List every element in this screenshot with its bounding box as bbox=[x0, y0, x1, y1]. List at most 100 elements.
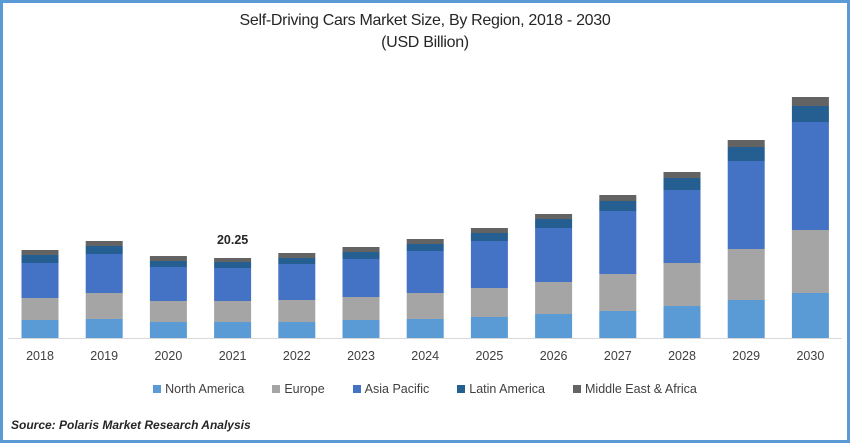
bar-segment-2021-asia-pacific bbox=[214, 268, 252, 301]
bar-segment-2021-middle-east-africa bbox=[214, 258, 252, 262]
chart-title-block: Self-Driving Cars Market Size, By Region… bbox=[0, 10, 850, 54]
legend: North America Europe Asia Pacific Latin Ame… bbox=[0, 382, 850, 396]
bars-group bbox=[21, 97, 829, 338]
bar-segment-2023-middle-east-africa bbox=[342, 247, 380, 252]
x-tick-label: 2027 bbox=[604, 349, 632, 363]
bar-segment-2028-middle-east-africa bbox=[663, 172, 701, 178]
bar-segment-2025-north-america bbox=[470, 317, 508, 338]
bar-segment-2026-north-america bbox=[535, 314, 573, 338]
legend-item: Middle East & Africa bbox=[573, 382, 697, 396]
x-tick-label: 2022 bbox=[283, 349, 311, 363]
legend-swatch bbox=[457, 385, 466, 393]
bar-segment-2025-europe bbox=[470, 288, 508, 317]
bar-segment-2024-middle-east-africa bbox=[406, 239, 444, 244]
bar-segment-2020-europe bbox=[149, 301, 187, 322]
data-label: 20.25 bbox=[217, 233, 248, 247]
bar-segment-2021-latin-america bbox=[214, 262, 252, 268]
bar-segment-2028-asia-pacific bbox=[663, 190, 701, 263]
bar-segment-2018-latin-america bbox=[21, 255, 59, 263]
bar-segment-2029-north-america bbox=[727, 300, 765, 338]
source-note: Source: Polaris Market Research Analysis bbox=[11, 418, 251, 432]
bar-segment-2027-north-america bbox=[599, 311, 637, 338]
bar-segment-2020-asia-pacific bbox=[149, 267, 187, 301]
bar-segment-2029-europe bbox=[727, 249, 765, 300]
bar-segment-2026-middle-east-africa bbox=[535, 214, 573, 219]
bar-segment-2024-latin-america bbox=[406, 244, 444, 251]
legend-item: North America bbox=[153, 382, 244, 396]
legend-label: Asia Pacific bbox=[364, 382, 430, 396]
bar-segment-2030-latin-america bbox=[791, 106, 829, 122]
bar-segment-2023-latin-america bbox=[342, 252, 380, 259]
bar-segment-2022-middle-east-africa bbox=[278, 253, 316, 258]
bar-segment-2026-europe bbox=[535, 282, 573, 314]
x-tick-label: 2025 bbox=[475, 349, 503, 363]
bar-segment-2030-europe bbox=[791, 230, 829, 293]
x-tick-label: 2024 bbox=[411, 349, 439, 363]
bar-segment-2021-north-america bbox=[214, 322, 252, 338]
legend-item: Latin America bbox=[457, 382, 545, 396]
x-tick-label: 2018 bbox=[26, 349, 54, 363]
legend-label: Middle East & Africa bbox=[585, 382, 697, 396]
bar-segment-2027-europe bbox=[599, 274, 637, 311]
bar-segment-2022-europe bbox=[278, 300, 316, 322]
bar-segment-2018-north-america bbox=[21, 320, 59, 338]
bar-segment-2030-middle-east-africa bbox=[791, 97, 829, 106]
bar-segment-2018-middle-east-africa bbox=[21, 250, 59, 255]
bar-segment-2019-asia-pacific bbox=[85, 254, 123, 293]
bar-segment-2025-latin-america bbox=[470, 233, 508, 241]
x-tick-label: 2026 bbox=[540, 349, 568, 363]
bar-segment-2022-asia-pacific bbox=[278, 264, 316, 300]
legend-swatch bbox=[573, 385, 581, 393]
bar-segment-2022-north-america bbox=[278, 322, 316, 338]
bar-segment-2028-north-america bbox=[663, 306, 701, 338]
bar-segment-2027-asia-pacific bbox=[599, 211, 637, 274]
bar-segment-2020-latin-america bbox=[149, 261, 187, 267]
bar-segment-2018-asia-pacific bbox=[21, 263, 59, 298]
legend-label: Latin America bbox=[469, 382, 545, 396]
x-tick-labels: 2018 2019 2020 2021 2022 2023 2024 2025 2026 2027… bbox=[26, 349, 824, 363]
bar-segment-2026-asia-pacific bbox=[535, 228, 573, 282]
bar-segment-2029-middle-east-africa bbox=[727, 140, 765, 147]
bar-segment-2025-middle-east-africa bbox=[470, 228, 508, 233]
bar-segment-2019-middle-east-africa bbox=[85, 241, 123, 246]
x-tick-label: 2021 bbox=[219, 349, 247, 363]
bar-segment-2023-europe bbox=[342, 297, 380, 320]
bar-segment-2027-middle-east-africa bbox=[599, 195, 637, 201]
bar-segment-2023-asia-pacific bbox=[342, 259, 380, 297]
bar-segment-2029-asia-pacific bbox=[727, 161, 765, 249]
bar-segment-2020-north-america bbox=[149, 322, 187, 338]
x-tick-label: 2020 bbox=[154, 349, 182, 363]
chart-title: Self-Driving Cars Market Size, By Region… bbox=[239, 12, 611, 29]
bar-segment-2030-north-america bbox=[791, 293, 829, 338]
bar-segment-2019-latin-america bbox=[85, 246, 123, 254]
bar-segment-2029-latin-america bbox=[727, 147, 765, 161]
legend-item: Europe bbox=[272, 382, 325, 396]
legend-label: Europe bbox=[284, 382, 325, 396]
chart-subtitle: (USD Billion) bbox=[381, 34, 469, 51]
x-tick-label: 2023 bbox=[347, 349, 375, 363]
bar-segment-2024-europe bbox=[406, 293, 444, 319]
bar-segment-2018-europe bbox=[21, 298, 59, 320]
bar-segment-2021-europe bbox=[214, 301, 252, 322]
bar-segment-2024-asia-pacific bbox=[406, 251, 444, 293]
legend-swatch bbox=[272, 385, 281, 393]
x-tick-label: 2030 bbox=[796, 349, 824, 363]
legend-swatch bbox=[352, 385, 361, 393]
bar-segment-2024-north-america bbox=[406, 319, 444, 338]
bar-segment-2019-europe bbox=[85, 293, 123, 319]
bar-segment-2025-asia-pacific bbox=[470, 241, 508, 288]
legend-swatch bbox=[153, 385, 162, 393]
bar-segment-2020-middle-east-africa bbox=[149, 256, 187, 261]
bar-segment-2028-europe bbox=[663, 263, 701, 306]
annotations: 20.25 bbox=[217, 233, 248, 247]
legend-item: Asia Pacific bbox=[352, 382, 430, 396]
x-tick-label: 2029 bbox=[732, 349, 760, 363]
bar-segment-2027-latin-america bbox=[599, 201, 637, 211]
legend-label: North America bbox=[165, 382, 245, 396]
x-tick-label: 2019 bbox=[90, 349, 118, 363]
bar-segment-2030-asia-pacific bbox=[791, 122, 829, 230]
bar-segment-2023-north-america bbox=[342, 320, 380, 338]
bar-segment-2026-latin-america bbox=[535, 219, 573, 228]
